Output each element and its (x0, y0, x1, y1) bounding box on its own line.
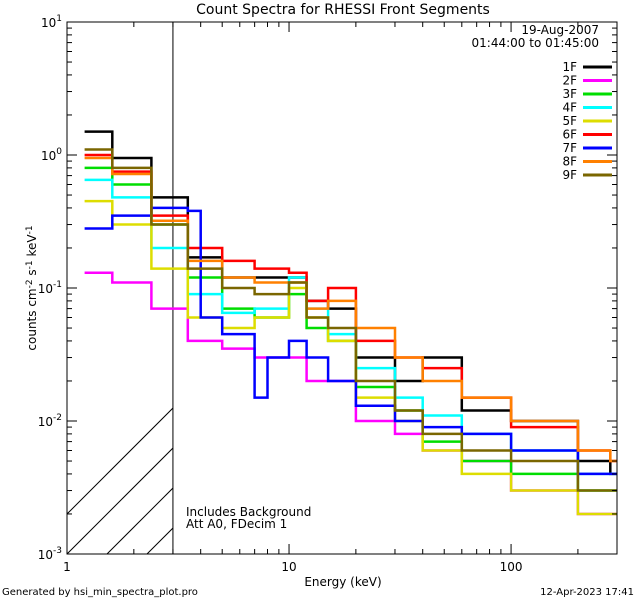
series-line-1F (84, 130, 617, 476)
legend-label-4F: 4F (562, 101, 577, 115)
generated-by-footer: Generated by hsi_min_spectra_plot.pro (2, 587, 198, 598)
y-tick-label: 10-3 (38, 546, 62, 562)
y-tick-label: 10-2 (38, 413, 62, 429)
legend-label-2F: 2F (562, 74, 577, 88)
chart-title: Count Spectra for RHESSI Front Segments (196, 2, 490, 18)
legend-label-3F: 3F (562, 87, 577, 101)
y-axis-label-exp-cm: -2 (25, 279, 35, 288)
timestamp-footer: 12-Apr-2023 17:41 (540, 587, 634, 598)
y-tick-label: 10-1 (38, 280, 62, 296)
legend-label-5F: 5F (562, 114, 577, 128)
x-tick-label: 1 (63, 560, 71, 574)
y-axis-label-main: counts cm (25, 288, 39, 350)
hatch-line (627, 22, 640, 554)
legend-label-6F: 6F (562, 128, 577, 142)
date-annotation: 19-Aug-2007 (521, 23, 599, 37)
y-axis-label-s: s (25, 269, 39, 279)
y-tick-label: 101 (41, 14, 62, 30)
y-axis-label-exp-s: -1 (25, 260, 35, 269)
x-tick-label: 10 (281, 560, 296, 574)
x-tick-label: 100 (500, 560, 523, 574)
attenuator-annotation: Att A0, FDecim 1 (186, 517, 287, 531)
x-axis-label: Energy (keV) (304, 575, 381, 589)
y-axis-label-kev: keV (25, 234, 39, 261)
y-tick-label: 100 (41, 147, 62, 163)
legend-label-1F: 1F (562, 60, 577, 74)
background-annotation: Includes Background (186, 505, 311, 519)
hatch-line (67, 447, 173, 554)
time-range-annotation: 01:44:00 to 01:45:00 (472, 36, 599, 50)
y-axis: 10-3 10-2 10-1 100 101 (38, 14, 617, 562)
series-line-8F (84, 156, 617, 463)
hatched-region (67, 22, 640, 554)
legend-label-7F: 7F (562, 141, 577, 155)
hatch-line (67, 407, 173, 515)
legend-label-9F: 9F (562, 168, 577, 182)
series-line-9F (84, 148, 617, 492)
y-axis-label-exp-kev: -1 (25, 225, 35, 234)
x-axis: 1 10 100 (63, 22, 618, 574)
series-line-7F (84, 206, 617, 476)
y-axis-label: counts cm-2 s-1 keV-1 (25, 225, 39, 350)
series-layer (84, 130, 617, 516)
legend-label-8F: 8F (562, 155, 577, 169)
